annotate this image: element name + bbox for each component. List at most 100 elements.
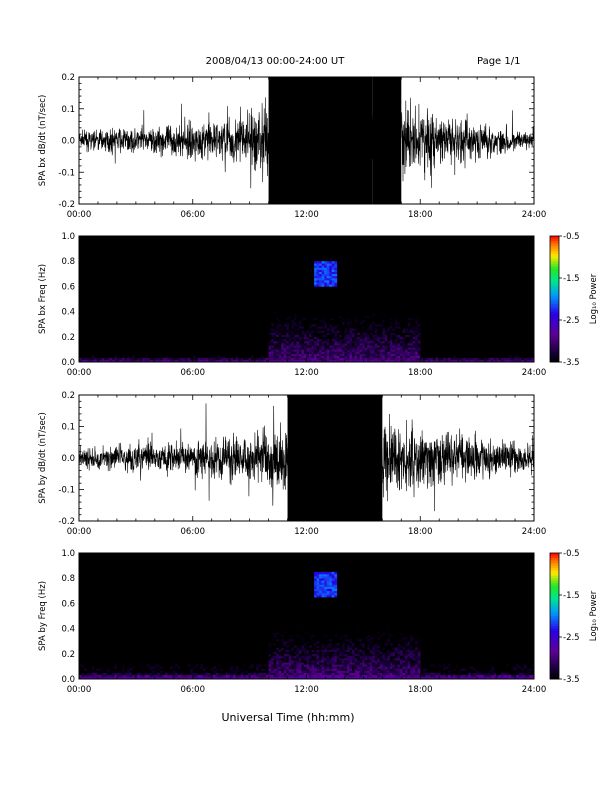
spectrogram-cell [364,336,368,340]
spectrogram-cell [293,664,297,667]
spectrogram-cell [283,662,287,665]
spectrogram-cell [326,359,330,363]
spectrogram-cell [392,330,396,333]
spectrogram-cell [319,284,322,287]
spectrogram-cell [220,664,224,667]
spectrogram-cell [374,345,378,348]
spectrogram-cell [473,672,477,676]
spectrogram-cell [205,674,209,678]
spectrogram-cell [417,341,421,344]
spectrogram-cell [379,626,383,629]
spectrogram-cell [367,326,370,329]
spectrogram-cell [309,332,312,335]
spectrogram-cell [91,359,95,363]
spectrogram-cell [309,355,312,359]
spectrogram-cell [382,345,386,348]
spectrogram-cell [374,332,378,335]
spectrogram-cell [316,588,320,592]
spectrogram-cell [397,655,401,659]
spectrogram-cell [301,649,305,652]
spectrogram-cell [367,330,370,333]
spectrogram-cell [238,349,242,352]
spectrogram-cell [364,353,368,356]
spectrogram-cell [276,658,279,661]
spectrogram-cell [331,668,335,671]
spectrogram-cell [149,676,153,680]
spectrogram-cell [346,343,350,346]
colorbar-segment [550,341,559,345]
spectrogram-cell [228,668,231,671]
spectrogram-cell [329,269,333,272]
spectrogram-cell [407,334,411,338]
spectrogram-cell [319,267,322,270]
spectrogram-cell [276,666,279,669]
colorbar-tick-label: -0.5 [563,549,580,559]
spectrogram-cell [339,630,343,634]
spectrogram-cell [349,347,353,350]
spectrogram-cell [326,668,330,671]
spectrogram-cell [407,643,411,646]
spectrogram-cell [116,666,120,669]
spectrogram-cell [367,676,370,680]
spectrogram-cell [334,278,338,281]
spectrogram-cell [306,641,310,644]
spectrogram-cell [397,351,401,354]
spectrogram-cell [86,676,90,680]
spectrogram-cell [288,639,292,642]
spectrogram-cell [288,664,292,667]
spectrogram-cell [311,353,315,356]
spectrogram-cell [379,658,383,661]
spectrogram-cell [291,674,295,678]
spectrogram-cell [339,359,343,363]
spectrogram-cell [473,674,477,678]
spectrogram-cell [415,349,419,352]
spectrogram-cell [321,265,325,268]
spectrogram-cell [283,668,287,671]
spectrogram-cell [453,357,456,361]
spectrogram-cell [407,634,411,638]
colorbar-segment [550,344,559,348]
spectrogram-cell [468,355,472,359]
spectrogram-cell [248,666,252,669]
spectrogram-cell [84,674,87,678]
spectrogram-cell [374,357,378,361]
spectrogram-cell [319,670,322,673]
spectrogram-cell [298,357,302,361]
spectrogram-cell [293,347,297,350]
spectrogram-cell [384,334,388,338]
spectrogram-cell [296,347,300,350]
spectrogram-cell [309,632,312,636]
colorbar-segment [550,309,559,312]
spectrogram-cell [273,347,277,350]
spectrogram-cell [314,267,317,270]
spectrogram-cell [306,651,310,655]
spectrogram-cell [298,670,302,673]
spectrogram-cell [281,660,285,663]
spectrogram-cell [329,592,333,596]
spectrogram-cell [144,664,148,667]
spectrogram-cell [352,355,355,359]
spectrogram-cell [319,357,322,361]
spectrogram-cell [374,668,378,671]
spectrogram-cell [455,674,459,678]
spectrogram-cell [435,359,439,363]
spectrogram-cell [367,647,370,650]
spectrogram-cell [389,666,393,669]
spectrogram-cell [480,357,484,361]
spectrogram-cell [101,668,105,671]
spectrogram-cell [114,666,118,669]
spectrogram-cell [170,666,173,669]
spectrogram-cell [329,343,333,346]
spectrogram-cell [445,676,449,680]
spectrogram-cell [377,658,381,661]
spectrogram-cell [478,674,482,678]
spectrogram-cell [316,670,320,673]
spectrogram-cell [329,326,333,329]
spectrogram-cell [382,334,386,338]
spectrogram-cell [352,658,355,661]
spectrogram-cell [334,664,338,667]
spectrogram-cell [377,349,381,352]
spectrogram-cell [132,666,135,669]
spectrogram-cell [311,343,315,346]
spectrogram-cell [417,649,421,652]
